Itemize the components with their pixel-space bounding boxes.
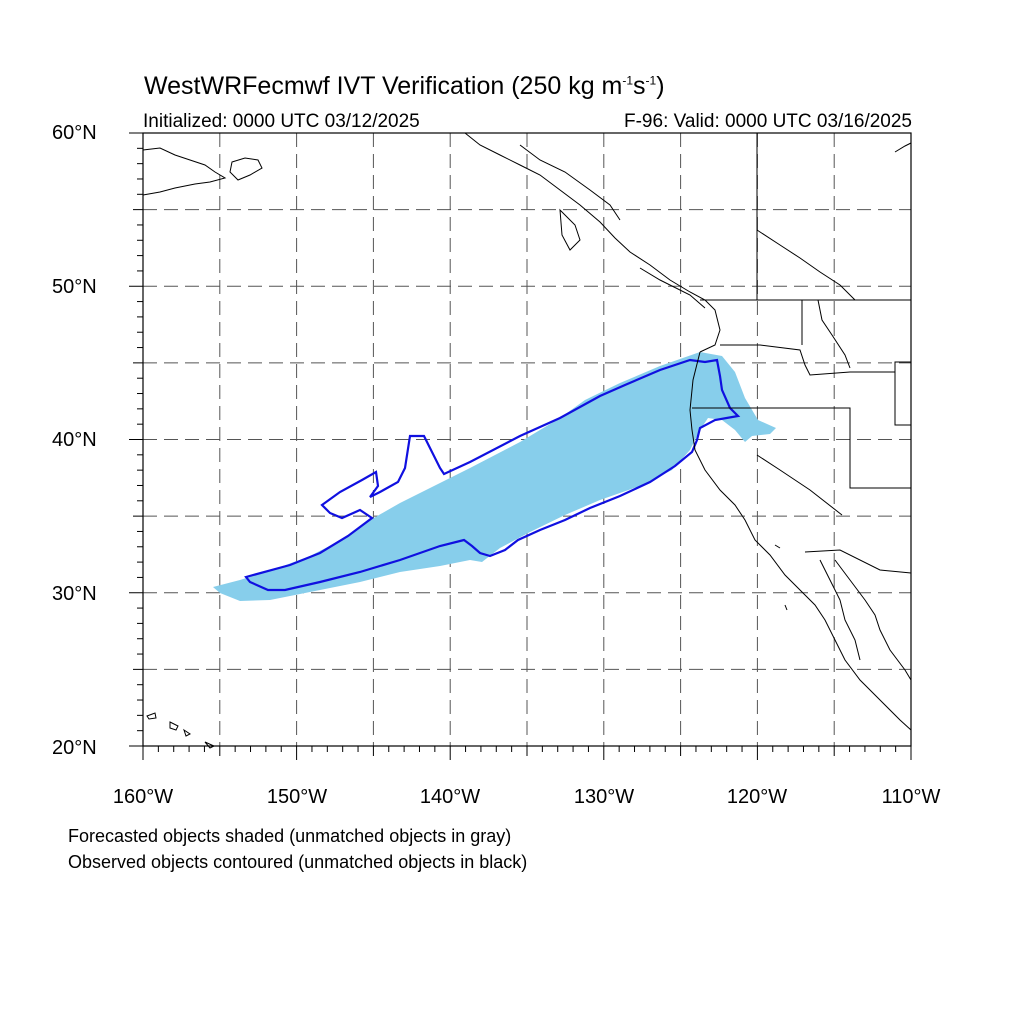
valid-label: F-96: Valid: 0000 UTC 03/16/2025	[624, 111, 912, 132]
title-exp2: -1	[645, 73, 657, 88]
title-exp1: -1	[622, 73, 634, 88]
note-observed: Observed objects contoured (unmatched ob…	[68, 852, 528, 872]
lon-label-150w: 150°W	[266, 786, 328, 808]
lon-label-110w: 110°W	[881, 786, 941, 808]
title-suffix: )	[656, 72, 665, 100]
lat-label-20: 20°N	[52, 737, 97, 759]
initialized-label: Initialized: 0000 UTC 03/12/2025	[143, 111, 420, 132]
lat-label-50: 50°N	[52, 276, 97, 298]
forecast-object-shaded	[213, 352, 776, 601]
observed-object-contour	[244, 358, 741, 592]
axis-ticks	[129, 132, 912, 760]
lon-label-160w: 160°W	[112, 786, 174, 808]
lon-label-140w: 140°W	[419, 786, 481, 808]
lon-label-120w: 120°W	[726, 786, 788, 808]
chart-title: WestWRFecmwf IVT Verification (250 kg m-…	[144, 72, 665, 101]
coastlines-and-borders	[142, 132, 912, 749]
lat-label-30: 30°N	[52, 583, 97, 605]
title-prefix: WestWRFecmwf IVT Verification (250 kg m	[144, 72, 623, 100]
lon-label-130w: 130°W	[573, 786, 635, 808]
lat-lon-grid	[143, 133, 911, 746]
title-mid: s	[633, 72, 646, 100]
lat-label-60: 60°N	[52, 122, 97, 144]
note-forecast: Forecasted objects shaded (unmatched obj…	[68, 826, 512, 846]
lat-label-40: 40°N	[52, 429, 97, 451]
